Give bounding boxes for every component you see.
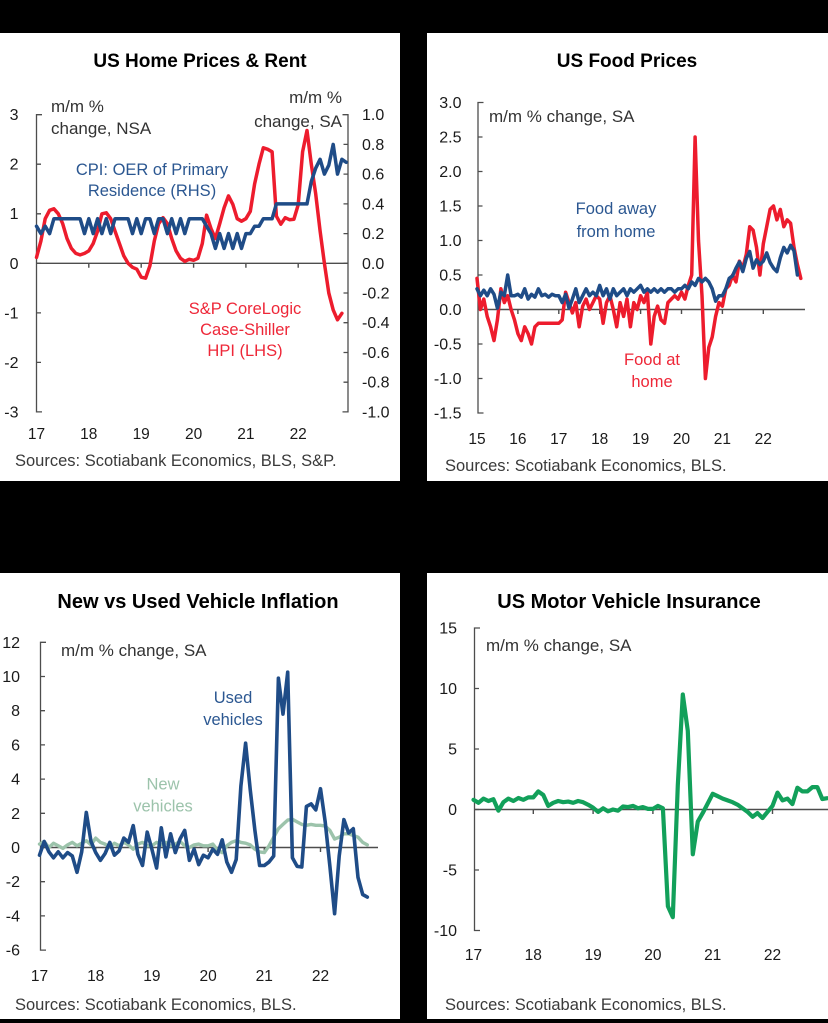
svg-text:2.0: 2.0 <box>439 164 461 181</box>
svg-text:from home: from home <box>577 223 656 241</box>
svg-text:m/m %: m/m % <box>51 97 104 116</box>
svg-text:-0.2: -0.2 <box>362 286 390 303</box>
svg-text:20: 20 <box>199 968 217 985</box>
svg-text:5: 5 <box>448 742 457 759</box>
svg-text:-0.6: -0.6 <box>362 345 390 362</box>
svg-text:Residence (RHS): Residence (RHS) <box>88 182 216 200</box>
svg-text:19: 19 <box>133 426 150 443</box>
svg-text:22: 22 <box>755 431 772 448</box>
svg-text:0.4: 0.4 <box>362 196 384 213</box>
svg-text:15: 15 <box>468 431 485 448</box>
svg-text:0.0: 0.0 <box>439 302 461 319</box>
svg-text:10: 10 <box>2 669 20 686</box>
svg-text:CPI: OER of Primary: CPI: OER of Primary <box>76 161 229 179</box>
svg-text:vehicles: vehicles <box>133 798 193 816</box>
svg-text:22: 22 <box>290 426 307 443</box>
svg-text:2.5: 2.5 <box>439 130 461 147</box>
svg-text:6: 6 <box>11 737 20 754</box>
svg-text:Food away: Food away <box>576 200 657 218</box>
svg-text:21: 21 <box>704 947 721 964</box>
svg-text:Sources: Scotiabank Economics,: Sources: Scotiabank Economics, BLS. <box>445 457 727 475</box>
svg-text:0: 0 <box>11 840 20 857</box>
svg-text:21: 21 <box>256 968 273 985</box>
svg-text:US Motor Vehicle Insurance: US Motor Vehicle Insurance <box>497 591 760 613</box>
svg-text:1: 1 <box>10 206 19 223</box>
svg-text:17: 17 <box>465 947 482 964</box>
svg-text:22: 22 <box>312 968 329 985</box>
svg-text:-1.0: -1.0 <box>434 371 462 388</box>
svg-text:18: 18 <box>591 431 608 448</box>
svg-text:US Food Prices: US Food Prices <box>557 51 697 72</box>
svg-text:Used: Used <box>214 689 253 707</box>
svg-text:Food at: Food at <box>624 351 680 369</box>
svg-text:0: 0 <box>448 802 457 819</box>
svg-text:4: 4 <box>11 772 20 789</box>
svg-text:0.0: 0.0 <box>362 256 384 273</box>
svg-text:change, SA: change, SA <box>254 112 343 131</box>
svg-text:19: 19 <box>584 947 601 964</box>
svg-text:-0.5: -0.5 <box>434 337 462 354</box>
svg-text:18: 18 <box>525 947 542 964</box>
svg-text:20: 20 <box>185 426 203 443</box>
svg-text:3: 3 <box>10 107 19 124</box>
svg-text:1.0: 1.0 <box>439 233 461 250</box>
svg-text:New: New <box>146 776 179 794</box>
svg-text:-6: -6 <box>6 943 20 960</box>
svg-text:1.0: 1.0 <box>362 107 384 124</box>
svg-text:m/m % change, SA: m/m % change, SA <box>61 641 207 660</box>
svg-text:18: 18 <box>80 426 97 443</box>
svg-text:-1: -1 <box>4 305 18 322</box>
svg-text:0.5: 0.5 <box>439 268 461 285</box>
svg-text:-0.4: -0.4 <box>362 315 390 332</box>
svg-text:2: 2 <box>10 157 19 174</box>
svg-text:20: 20 <box>644 947 662 964</box>
svg-text:m/m % change, SA: m/m % change, SA <box>489 107 635 126</box>
svg-text:8: 8 <box>11 703 20 720</box>
svg-text:m/m % change, SA: m/m % change, SA <box>486 636 632 655</box>
svg-text:-1.5: -1.5 <box>434 406 462 423</box>
svg-text:3.0: 3.0 <box>439 95 461 112</box>
svg-text:18: 18 <box>87 968 104 985</box>
svg-text:0.8: 0.8 <box>362 137 384 154</box>
svg-text:-2: -2 <box>4 355 18 372</box>
svg-text:19: 19 <box>632 431 649 448</box>
svg-text:-10: -10 <box>434 923 457 940</box>
svg-text:-2: -2 <box>6 874 20 891</box>
svg-text:0: 0 <box>10 256 19 273</box>
svg-text:home: home <box>631 373 672 391</box>
svg-text:21: 21 <box>714 431 731 448</box>
svg-text:change, NSA: change, NSA <box>51 119 152 138</box>
svg-text:Sources: Scotiabank Economics,: Sources: Scotiabank Economics, BLS. <box>15 996 297 1014</box>
svg-text:New vs Used Vehicle Inflation: New vs Used Vehicle Inflation <box>57 591 338 613</box>
svg-text:vehicles: vehicles <box>203 711 263 729</box>
svg-text:HPI (LHS): HPI (LHS) <box>207 342 282 360</box>
svg-text:22: 22 <box>764 947 781 964</box>
svg-text:US Home Prices & Rent: US Home Prices & Rent <box>93 51 307 72</box>
svg-text:17: 17 <box>28 426 45 443</box>
svg-text:0.6: 0.6 <box>362 167 384 184</box>
svg-text:Sources: Scotiabank Economics,: Sources: Scotiabank Economics, BLS. <box>445 996 727 1014</box>
svg-text:10: 10 <box>439 681 457 698</box>
svg-text:-1.0: -1.0 <box>362 404 390 421</box>
svg-text:Case-Shiller: Case-Shiller <box>200 321 290 339</box>
svg-text:-3: -3 <box>4 404 18 421</box>
svg-text:-0.8: -0.8 <box>362 375 390 392</box>
svg-text:16: 16 <box>509 431 526 448</box>
svg-text:2: 2 <box>11 806 20 823</box>
svg-text:-4: -4 <box>6 908 20 925</box>
svg-text:Sources: Scotiabank Economics,: Sources: Scotiabank Economics, BLS, S&P. <box>15 452 337 470</box>
svg-text:S&P CoreLogic: S&P CoreLogic <box>189 300 302 318</box>
svg-text:20: 20 <box>673 431 691 448</box>
svg-text:21: 21 <box>237 426 254 443</box>
svg-text:-5: -5 <box>443 863 457 880</box>
svg-text:15: 15 <box>439 621 457 638</box>
svg-text:17: 17 <box>31 968 48 985</box>
svg-text:m/m %: m/m % <box>289 88 342 107</box>
svg-text:17: 17 <box>550 431 567 448</box>
svg-text:1.5: 1.5 <box>439 199 461 216</box>
svg-text:0.2: 0.2 <box>362 226 384 243</box>
svg-text:19: 19 <box>143 968 160 985</box>
svg-text:12: 12 <box>2 635 20 652</box>
